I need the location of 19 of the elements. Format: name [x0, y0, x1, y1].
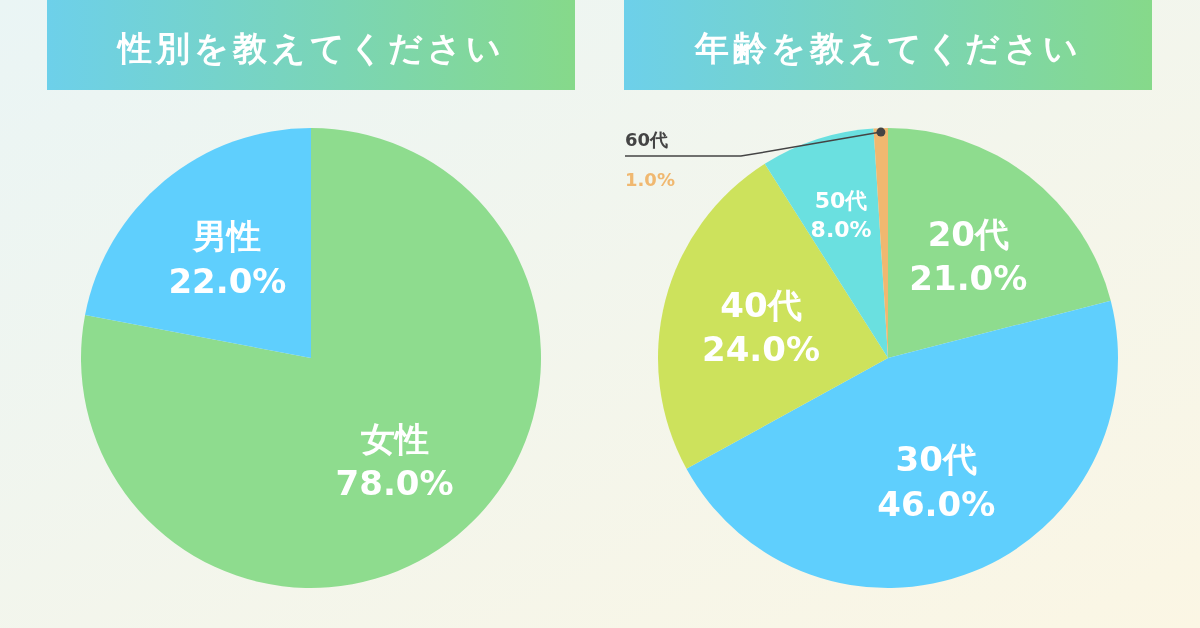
- slice-label: 50代: [814, 188, 868, 214]
- slice-label: 60代: [625, 129, 669, 151]
- data-label: 46.0%: [877, 483, 996, 524]
- data-label: 8.0%: [810, 216, 872, 242]
- slice-label: 30代: [895, 439, 977, 480]
- data-label: 78.0%: [335, 462, 454, 503]
- data-label: 21.0%: [909, 258, 1028, 299]
- slice-label: 男性: [192, 216, 262, 257]
- chart-title: 年齢を教えてください: [693, 28, 1082, 68]
- chart-title: 性別を教えてください: [115, 28, 505, 68]
- slice-label: 女性: [359, 418, 429, 459]
- slice-label: 20代: [927, 213, 1010, 254]
- data-label: 24.0%: [702, 329, 820, 370]
- pie-slice: [81, 128, 541, 588]
- data-label: 22.0%: [168, 260, 287, 301]
- data-label: 1.0%: [625, 169, 675, 191]
- slice-label: 40代: [720, 284, 802, 325]
- pie-slice: [85, 128, 311, 358]
- pie-slice: [888, 128, 1111, 358]
